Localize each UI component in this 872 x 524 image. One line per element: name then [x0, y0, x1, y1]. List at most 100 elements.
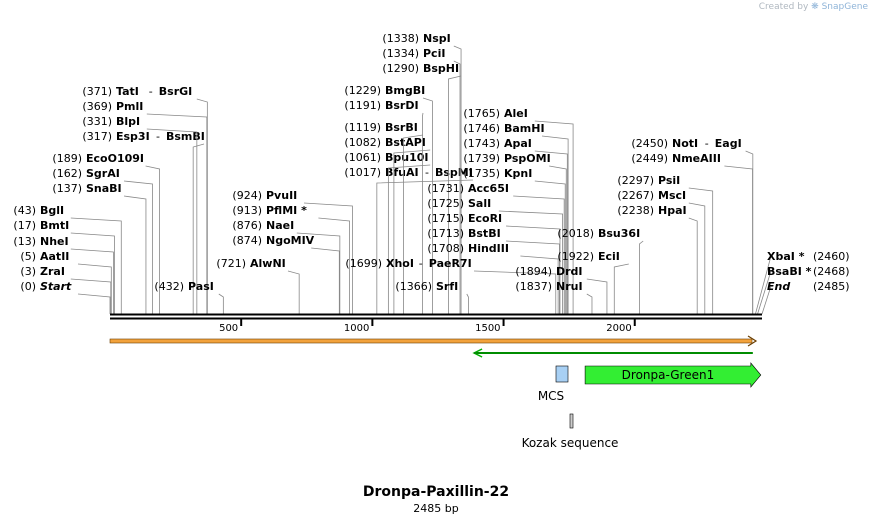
site-apai[interactable]: (1743) ApaI	[463, 137, 568, 314]
site-naei[interactable]: (876) NaeI	[232, 219, 341, 314]
site-position: (13)	[13, 235, 36, 248]
site-srfi[interactable]: (1366) SrfI	[395, 280, 469, 314]
site-name: BlpI	[116, 115, 140, 128]
site-name: NheI	[40, 235, 69, 248]
credit-brand: SnapGene	[821, 2, 868, 12]
site-end[interactable]: (2485) End	[761, 280, 850, 315]
site-blpi[interactable]: (331) BlpI	[82, 115, 198, 314]
site-connector	[586, 278, 608, 314]
site-msci[interactable]: (2267) MscI	[617, 189, 706, 314]
site-pvuii[interactable]: (924) PvuII	[232, 189, 353, 314]
site-separator: -	[419, 257, 423, 270]
site-xbai[interactable]: (2460) XbaI *	[755, 250, 850, 315]
site-position: (5)	[20, 250, 36, 263]
site-name: BamHI	[504, 122, 545, 135]
orf-arrowhead	[747, 335, 758, 347]
site-bmgbi[interactable]: (1229) BmgBI	[344, 84, 433, 314]
site-drdi[interactable]: (1894) DrdI	[515, 265, 608, 314]
site-bsu36i[interactable]: (2018) Bsu36I	[557, 227, 644, 314]
site-alwni[interactable]: (721) AlwNI	[216, 257, 300, 314]
site-bstbi[interactable]: (1713) BstBI	[427, 227, 560, 314]
site-position: (17)	[13, 219, 36, 232]
site-connector	[534, 120, 574, 314]
site-connector	[549, 165, 567, 314]
feature-mcs[interactable]: MCS	[538, 365, 569, 403]
site-bsabi[interactable]: (2468)BsaBI *	[757, 265, 850, 315]
site-nhei[interactable]: (13) NheI	[13, 235, 114, 314]
site-acc65i[interactable]: (1731) Acc65I	[427, 182, 565, 314]
site-connector	[422, 97, 433, 314]
site-bstapi[interactable]: (1082) BstAPI	[344, 136, 431, 314]
site-connector	[70, 248, 114, 314]
site-connector	[218, 293, 224, 314]
site-sgrai[interactable]: (162) SgrAI	[52, 167, 153, 314]
site-name: SnaBI	[86, 182, 122, 195]
site-sali[interactable]: (1725) SalI	[427, 197, 563, 314]
site-connector	[761, 285, 772, 315]
site-ecii[interactable]: (1922) EciI	[557, 250, 629, 314]
site-connector	[513, 195, 565, 314]
site-position: (1699)	[345, 257, 382, 270]
site-bmti[interactable]: (17) BmtI	[13, 219, 115, 314]
site-name: PciI	[423, 47, 445, 60]
site-bfuai[interactable]: (1017) BfuAI - BspMI	[344, 166, 474, 314]
site-pcii[interactable]: (1334) PciI	[382, 47, 461, 314]
site-position: (331)	[82, 115, 112, 128]
site-position: (1765)	[463, 107, 500, 120]
site-tati[interactable]: (371) TatI - BsrGI	[82, 85, 208, 314]
site-pflmi[interactable]: (913) PflMI *	[232, 204, 350, 314]
site-ngomiv[interactable]: (874) NgoMIV	[232, 234, 340, 314]
site-connector	[586, 293, 593, 314]
site-position: (371)	[82, 85, 112, 98]
site-position: (1338)	[382, 32, 419, 45]
tick-label: 500	[219, 323, 238, 334]
site-connector	[473, 270, 557, 314]
site-connector	[146, 113, 208, 314]
site-start[interactable]: (0) Start	[20, 280, 111, 314]
site-name: BmtI	[40, 219, 69, 232]
site-position: (1739)	[463, 152, 500, 165]
site-bamhi[interactable]: (1746) BamHI	[463, 122, 569, 314]
site-bpu10i[interactable]: (1061) Bpu10I	[344, 151, 431, 314]
site-bsphi[interactable]: (1290) BspHI	[382, 62, 462, 314]
site-position: (1017)	[344, 166, 381, 179]
site-ecoo109i[interactable]: (189) EcoO109I	[52, 152, 160, 314]
site-separator: -	[149, 85, 153, 98]
feature-dronpa-green1[interactable]: Dronpa-Green1	[584, 362, 762, 388]
site-name: NgoMIV	[266, 234, 315, 247]
site-pmli[interactable]: (369) PmlI	[82, 100, 208, 314]
site-noti[interactable]: (2450) NotI - EagI	[631, 137, 754, 314]
site-bgli[interactable]: (43) BglI	[13, 204, 122, 314]
site-alei[interactable]: (1765) AleI	[463, 107, 574, 314]
site-esp3i[interactable]: (317) Esp3I - BsmBI	[82, 130, 205, 314]
site-psii[interactable]: (2297) PsiI	[617, 174, 714, 314]
site-connector	[376, 179, 474, 314]
site-ecori[interactable]: (1715) EcoRI	[427, 212, 561, 314]
site-zrai[interactable]: (3) ZraI	[20, 265, 112, 314]
features-layer: Dronpa-Green1 MCS Kozak sequence	[109, 335, 762, 450]
site-xhoi[interactable]: (1699) XhoI - PaeR7I	[345, 257, 557, 314]
site-position: (1715)	[427, 212, 464, 225]
site-position: (1746)	[463, 122, 500, 135]
site-pasi[interactable]: (432) PasI	[154, 280, 224, 314]
site-position: (2297)	[617, 174, 654, 187]
site-aatii[interactable]: (5) AatII	[20, 250, 112, 314]
site-nrui[interactable]: (1837) NruI	[515, 280, 593, 314]
site-position: (1735)	[463, 167, 500, 180]
site-hpai[interactable]: (2238) HpaI	[617, 204, 698, 314]
site-connector	[387, 164, 431, 314]
site-kpni[interactable]: (1735) KpnI	[463, 167, 566, 314]
site-bsrdi[interactable]: (1191) BsrDI	[344, 99, 424, 314]
site-name: End	[767, 280, 790, 293]
site-nspi[interactable]: (1338) NspI	[382, 32, 462, 314]
feature-kozak-sequence[interactable]: Kozak sequence	[522, 413, 619, 450]
site-hindiii[interactable]: (1708) HindIII	[427, 242, 559, 314]
site-position: (1725)	[427, 197, 464, 210]
restriction-sites-layer: (0) Start(3) ZraI(5) AatII(13) NheI(17) BmtI(…	[13, 32, 850, 315]
dna-backbone	[110, 313, 762, 320]
site-snabi[interactable]: (137) SnaBI	[52, 182, 147, 314]
site-position: (874)	[232, 234, 262, 247]
site-pspomi[interactable]: (1739) PspOMI	[463, 152, 567, 314]
site-bsrbi[interactable]: (1119) BsrBI	[344, 121, 424, 314]
site-position: (2485)	[813, 280, 850, 293]
